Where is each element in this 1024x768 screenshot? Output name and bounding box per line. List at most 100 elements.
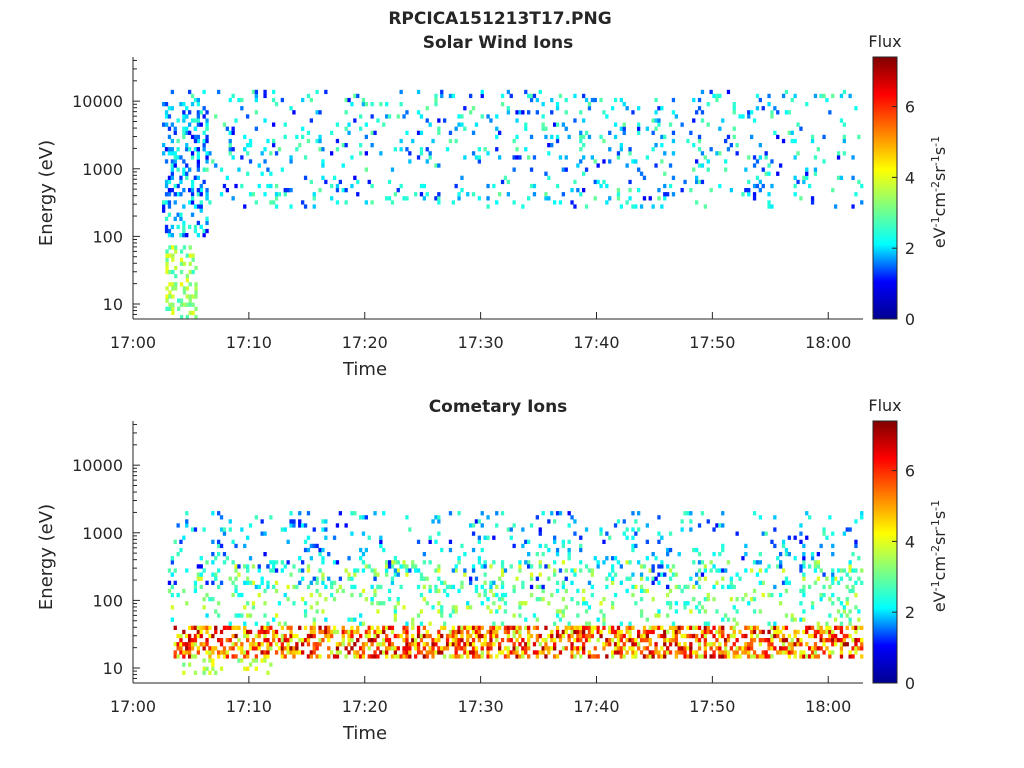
flux-cell [176, 642, 180, 647]
flux-cell [527, 625, 531, 630]
flux-cell [608, 642, 612, 647]
flux-cell [260, 650, 264, 655]
flux-cell [521, 110, 525, 115]
flux-cell [170, 592, 174, 598]
flux-cell [170, 151, 174, 156]
flux-cell [483, 642, 487, 647]
flux-cell [506, 110, 510, 115]
flux-cell [480, 114, 484, 119]
flux-cell [718, 629, 722, 635]
flux-cell [451, 633, 455, 639]
flux-cell [171, 306, 175, 311]
flux-cell [437, 564, 441, 569]
flux-cell [448, 633, 453, 639]
flux-cell [193, 527, 198, 532]
flux-cell [654, 650, 658, 655]
flux-cell [616, 625, 621, 630]
flux-cell [451, 638, 455, 643]
flux-cell [246, 114, 250, 119]
flux-cell [399, 102, 403, 107]
flux-cell [784, 650, 789, 655]
flux-cell [506, 650, 510, 655]
flux-cell [263, 658, 267, 663]
x-tick-label: 17:40 [573, 333, 619, 352]
flux-cell [480, 650, 484, 655]
flux-cell [460, 633, 464, 639]
flux-cell [350, 592, 354, 598]
flux-cell [697, 625, 702, 630]
flux-cell [839, 629, 844, 635]
flux-cell [448, 629, 453, 635]
flux-cell [315, 110, 319, 115]
flux-cell [686, 654, 690, 659]
flux-cell [280, 654, 284, 659]
flux-cell [628, 151, 632, 156]
flux-cell [350, 638, 354, 643]
flux-cell [836, 597, 841, 602]
flux-cell [431, 642, 435, 647]
flux-cell [671, 97, 676, 103]
flux-cell [584, 625, 589, 630]
flux-cell [709, 642, 713, 647]
flux-cell [246, 613, 250, 618]
flux-cell [639, 588, 644, 594]
flux-cell [199, 564, 203, 569]
flux-cell [165, 261, 169, 266]
flux-cell [199, 192, 203, 197]
flux-cell [550, 511, 554, 516]
flux-cell [770, 625, 774, 630]
flux-cell [732, 110, 736, 115]
flux-cell [692, 118, 696, 123]
flux-cell [234, 576, 238, 581]
flux-cell [802, 556, 806, 561]
flux-cell [188, 130, 192, 135]
flux-cell [437, 568, 441, 573]
flux-cell [434, 102, 438, 107]
flux-cell [194, 306, 198, 311]
flux-cell [387, 642, 392, 647]
flux-cell [668, 638, 673, 643]
flux-cell [457, 588, 461, 594]
flux-cell [836, 151, 841, 156]
flux-cell [205, 188, 209, 193]
flux-cell [257, 564, 261, 569]
flux-cell [379, 102, 383, 107]
flux-cell [848, 609, 852, 614]
flux-cell [460, 543, 464, 549]
flux-cell [767, 654, 771, 659]
flux-cell [240, 592, 244, 598]
flux-cell [396, 597, 400, 602]
flux-cell [793, 654, 797, 659]
flux-cell [492, 642, 496, 647]
flux-cell [816, 625, 820, 630]
flux-cell [584, 130, 589, 135]
flux-cell [440, 89, 444, 95]
flux-cell [770, 638, 774, 643]
flux-cell [538, 642, 542, 647]
flux-cell [188, 200, 192, 205]
flux-cell [231, 625, 235, 630]
flux-cell [286, 646, 290, 651]
flux-cell [645, 155, 649, 160]
flux-cell [616, 633, 621, 639]
flux-cell [173, 216, 177, 221]
flux-cell [712, 650, 716, 655]
flux-cell [205, 151, 209, 156]
flux-cell [666, 601, 670, 606]
flux-cell [721, 650, 725, 655]
flux-cell [321, 175, 325, 180]
flux-cell [541, 102, 545, 107]
flux-cell [364, 134, 368, 140]
flux-cell [173, 654, 177, 659]
flux-cell [440, 547, 444, 553]
flux-cell [283, 527, 287, 532]
flux-cell [495, 638, 499, 643]
flux-cell [321, 629, 325, 635]
flux-cell [240, 106, 244, 111]
flux-cell [602, 621, 606, 626]
flux-cell [390, 646, 395, 651]
flux-cell [744, 650, 748, 655]
flux-cell [335, 588, 340, 594]
flux-cell [718, 126, 722, 131]
flux-cell [190, 212, 195, 217]
